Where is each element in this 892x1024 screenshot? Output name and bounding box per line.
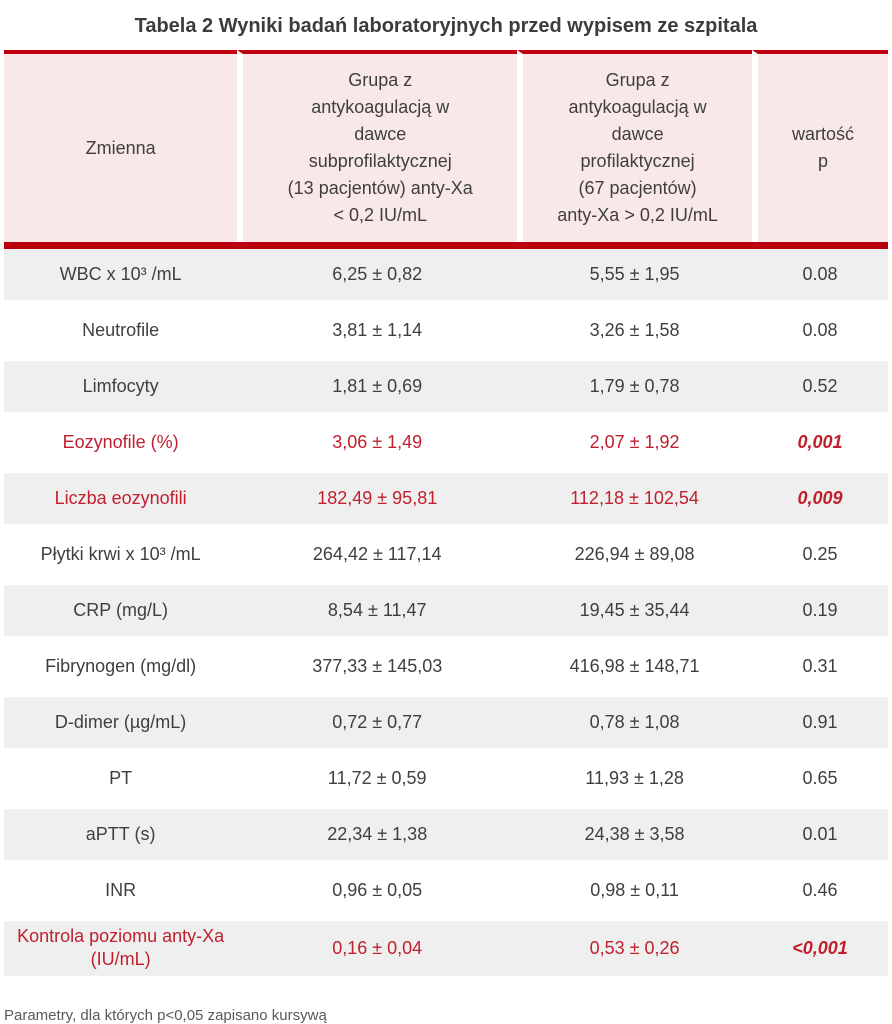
table-title: Tabela 2 Wyniki badań laboratoryjnych pr… — [134, 15, 758, 37]
row-value-subprophylactic: 11,72 ± 0,59 — [237, 753, 518, 809]
table-row: aPTT (s) 22,34 ± 1,38 24,38 ± 3,58 0.01 — [4, 809, 888, 865]
row-variable: CRP (mg/L) — [4, 585, 238, 641]
row-variable: INR — [4, 865, 238, 921]
row-variable: Eozynofile (%) — [4, 417, 238, 473]
row-p-value: 0.01 — [751, 809, 888, 865]
row-value-subprophylactic: 264,42 ± 117,14 — [237, 529, 518, 585]
row-value-prophylactic: 0,53 ± 0,26 — [517, 921, 752, 981]
row-value-prophylactic: 1,79 ± 0,78 — [517, 361, 752, 417]
table-row: CRP (mg/L) 8,54 ± 11,47 19,45 ± 35,44 0.19 — [4, 585, 888, 641]
row-value-prophylactic: 2,07 ± 1,92 — [517, 417, 752, 473]
row-value-subprophylactic: 182,49 ± 95,81 — [237, 473, 518, 529]
row-p-value: 0,001 — [751, 417, 888, 473]
row-variable: Płytki krwi x 10³ /mL — [4, 529, 238, 585]
row-value-subprophylactic: 3,06 ± 1,49 — [237, 417, 518, 473]
table-row: Kontrola poziomu anty-Xa (IU/mL) 0,16 ± 0… — [4, 921, 888, 981]
row-value-prophylactic: 11,93 ± 1,28 — [517, 753, 752, 809]
table-header: Zmienna Grupa z antykoagulacją w dawce s… — [4, 50, 888, 249]
header-group-subprophylactic: Grupa z antykoagulacją w dawce subprofil… — [237, 50, 518, 242]
header-row: Zmienna Grupa z antykoagulacją w dawce s… — [4, 50, 888, 242]
row-p-value: <0,001 — [751, 921, 888, 981]
row-value-subprophylactic: 0,96 ± 0,05 — [237, 865, 518, 921]
table-row: Neutrofile 3,81 ± 1,14 3,26 ± 1,58 0.08 — [4, 305, 888, 361]
table-row: PT 11,72 ± 0,59 11,93 ± 1,28 0.65 — [4, 753, 888, 809]
row-value-prophylactic: 416,98 ± 148,71 — [517, 641, 752, 697]
row-value-subprophylactic: 22,34 ± 1,38 — [237, 809, 518, 865]
row-variable: PT — [4, 753, 238, 809]
row-value-subprophylactic: 0,72 ± 0,77 — [237, 697, 518, 753]
page: Tabela 2 Wyniki badań laboratoryjnych pr… — [0, 15, 892, 1024]
row-value-subprophylactic: 1,81 ± 0,69 — [237, 361, 518, 417]
row-value-prophylactic: 226,94 ± 89,08 — [517, 529, 752, 585]
row-value-prophylactic: 3,26 ± 1,58 — [517, 305, 752, 361]
row-value-subprophylactic: 6,25 ± 0,82 — [237, 249, 518, 305]
row-value-prophylactic: 19,45 ± 35,44 — [517, 585, 752, 641]
row-variable: Limfocyty — [4, 361, 238, 417]
row-variable: Neutrofile — [4, 305, 238, 361]
row-value-prophylactic: 112,18 ± 102,54 — [517, 473, 752, 529]
table-row: WBC x 10³ /mL 6,25 ± 0,82 5,55 ± 1,95 0.08 — [4, 249, 888, 305]
row-value-subprophylactic: 3,81 ± 1,14 — [237, 305, 518, 361]
row-p-value: 0.46 — [751, 865, 888, 921]
row-p-value: 0.91 — [751, 697, 888, 753]
row-p-value: 0.52 — [751, 361, 888, 417]
row-p-value: 0.08 — [751, 305, 888, 361]
row-variable: Kontrola poziomu anty-Xa (IU/mL) — [4, 921, 238, 981]
table-row: Płytki krwi x 10³ /mL 264,42 ± 117,14 226,… — [4, 529, 888, 585]
row-p-value: 0.31 — [751, 641, 888, 697]
row-value-prophylactic: 0,98 ± 0,11 — [517, 865, 752, 921]
row-p-value: 0.25 — [751, 529, 888, 585]
table-row: Liczba eozynofili 182,49 ± 95,81 112,18 ± … — [4, 473, 888, 529]
lab-results-table: Zmienna Grupa z antykoagulacją w dawce s… — [4, 50, 888, 981]
row-value-prophylactic: 0,78 ± 1,08 — [517, 697, 752, 753]
row-p-value: 0,009 — [751, 473, 888, 529]
table-row: Eozynofile (%) 3,06 ± 1,49 2,07 ± 1,92 0,00… — [4, 417, 888, 473]
row-p-value: 0.65 — [751, 753, 888, 809]
footnote: Parametry, dla których p<0,05 zapisano k… — [4, 1006, 327, 1024]
row-variable: D-dimer (µg/mL) — [4, 697, 238, 753]
row-p-value: 0.19 — [751, 585, 888, 641]
row-value-subprophylactic: 377,33 ± 145,03 — [237, 641, 518, 697]
table-body: WBC x 10³ /mL 6,25 ± 0,82 5,55 ± 1,95 0.08 N… — [4, 249, 888, 981]
table-row: D-dimer (µg/mL) 0,72 ± 0,77 0,78 ± 1,08 0.9… — [4, 697, 888, 753]
row-variable: Fibrynogen (mg/dl) — [4, 641, 238, 697]
table-row: Fibrynogen (mg/dl) 377,33 ± 145,03 416,98 … — [4, 641, 888, 697]
header-divider-line — [4, 242, 888, 249]
header-variable: Zmienna — [4, 50, 238, 242]
row-variable: WBC x 10³ /mL — [4, 249, 238, 305]
header-divider — [4, 242, 888, 249]
row-value-prophylactic: 5,55 ± 1,95 — [517, 249, 752, 305]
row-variable: aPTT (s) — [4, 809, 238, 865]
row-value-subprophylactic: 8,54 ± 11,47 — [237, 585, 518, 641]
table-row: INR 0,96 ± 0,05 0,98 ± 0,11 0.46 — [4, 865, 888, 921]
row-p-value: 0.08 — [751, 249, 888, 305]
table-row: Limfocyty 1,81 ± 0,69 1,79 ± 0,78 0.52 — [4, 361, 888, 417]
row-variable: Liczba eozynofili — [4, 473, 238, 529]
row-value-subprophylactic: 0,16 ± 0,04 — [237, 921, 518, 981]
header-group-prophylactic: Grupa z antykoagulacją w dawce profilakt… — [517, 50, 752, 242]
row-value-prophylactic: 24,38 ± 3,58 — [517, 809, 752, 865]
header-p-value: wartość p — [751, 50, 888, 242]
